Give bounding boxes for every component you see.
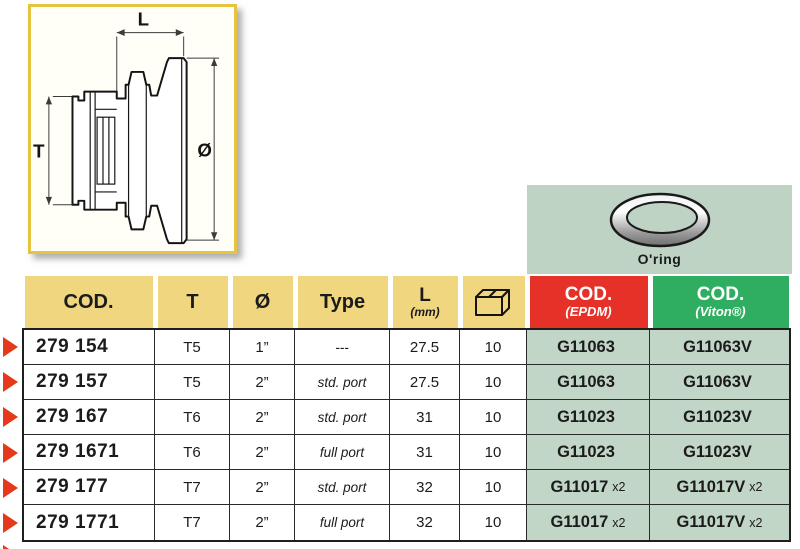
cell-epdm-code: G11023 — [527, 435, 650, 470]
cell-cod: 279 157 — [24, 365, 155, 400]
row-marker-arrow-icon — [3, 545, 18, 549]
dim-label-l: L — [138, 9, 149, 30]
cell-qty: 10 — [460, 330, 527, 365]
row-marker-arrow-icon — [3, 443, 18, 463]
col-header-cod: COD. — [24, 276, 153, 328]
cell-type: std. port — [295, 365, 390, 400]
cell-qty: 10 — [460, 435, 527, 470]
cell-t: T5 — [155, 365, 230, 400]
col-header-l-label: L — [419, 284, 431, 306]
table-header: COD. T Ø Type L (mm) COD. (EPDM) — [22, 276, 791, 328]
col-header-pack — [462, 276, 525, 328]
cell-t: T5 — [155, 330, 230, 365]
cell-epdm-code: G11017 x2 — [527, 505, 650, 540]
cell-epdm-code: G11017 x2 — [527, 470, 650, 505]
col-header-l: L (mm) — [392, 276, 458, 328]
oring-icon — [609, 192, 710, 248]
row-marker-arrow-icon — [3, 478, 18, 498]
fitting-drawing-icon: L T Ø — [33, 9, 220, 245]
cell-t: T7 — [155, 505, 230, 540]
cell-epdm-code: G11023 — [527, 400, 650, 435]
cell-qty: 10 — [460, 505, 527, 540]
cell-diameter: 1” — [230, 330, 295, 365]
cell-type: full port — [295, 505, 390, 540]
cell-cod: 279 177 — [24, 470, 155, 505]
cell-cod: 279 154 — [24, 330, 155, 365]
col-header-t: T — [157, 276, 228, 328]
cell-viton-code: G11063V — [650, 330, 789, 365]
cell-diameter: 2” — [230, 505, 295, 540]
col-header-viton-title: COD. — [696, 284, 745, 306]
col-header-epdm-title: COD. — [564, 284, 613, 306]
cell-l: 32 — [390, 505, 460, 540]
cell-cod: 279 1771 — [24, 505, 155, 540]
oring-label: O'ring — [637, 251, 682, 267]
row-marker-arrow-icon — [3, 337, 18, 357]
col-header-viton-sub: (Viton®) — [695, 304, 746, 320]
cell-viton-code: G11063V — [650, 365, 789, 400]
dim-label-diameter: Ø — [197, 140, 212, 161]
col-header-epdm: COD. (EPDM) — [529, 276, 648, 328]
cell-epdm-code: G11063 — [527, 365, 650, 400]
cell-diameter: 2” — [230, 470, 295, 505]
cell-cod: 279 1671 — [24, 435, 155, 470]
col-header-type: Type — [297, 276, 388, 328]
cell-t: T6 — [155, 435, 230, 470]
cell-l: 27.5 — [390, 365, 460, 400]
cell-diameter: 2” — [230, 400, 295, 435]
oring-panel: O'ring — [527, 185, 792, 274]
cell-diameter: 2” — [230, 435, 295, 470]
col-header-viton: COD. (Viton®) — [652, 276, 789, 328]
technical-drawing-panel: L T Ø — [28, 4, 237, 254]
cell-cod: 279 167 — [24, 400, 155, 435]
row-marker-arrow-icon — [3, 372, 18, 392]
cell-t: T6 — [155, 400, 230, 435]
cell-qty: 10 — [460, 470, 527, 505]
package-box-icon — [474, 289, 510, 316]
cell-l: 27.5 — [390, 330, 460, 365]
cell-viton-code: G11017V x2 — [650, 505, 789, 540]
dim-label-t: T — [33, 141, 45, 162]
cell-viton-code: G11023V — [650, 435, 789, 470]
cell-l: 31 — [390, 400, 460, 435]
cell-type: std. port — [295, 470, 390, 505]
cell-l: 32 — [390, 470, 460, 505]
cell-qty: 10 — [460, 365, 527, 400]
col-header-l-unit: (mm) — [410, 304, 440, 319]
row-marker-arrow-icon — [3, 407, 18, 427]
cell-t: T7 — [155, 470, 230, 505]
product-table: 279 154 T5 1” --- 27.5 10 G11063 G11063V… — [22, 328, 791, 542]
cell-l: 31 — [390, 435, 460, 470]
col-header-diameter: Ø — [232, 276, 293, 328]
cell-viton-code: G11017V x2 — [650, 470, 789, 505]
cell-type: full port — [295, 435, 390, 470]
cell-viton-code: G11023V — [650, 400, 789, 435]
cell-qty: 10 — [460, 400, 527, 435]
cell-epdm-code: G11063 — [527, 330, 650, 365]
col-header-epdm-sub: (EPDM) — [565, 304, 612, 320]
cell-type: --- — [295, 330, 390, 365]
cell-type: std. port — [295, 400, 390, 435]
row-marker-arrow-icon — [3, 513, 18, 533]
cell-diameter: 2” — [230, 365, 295, 400]
